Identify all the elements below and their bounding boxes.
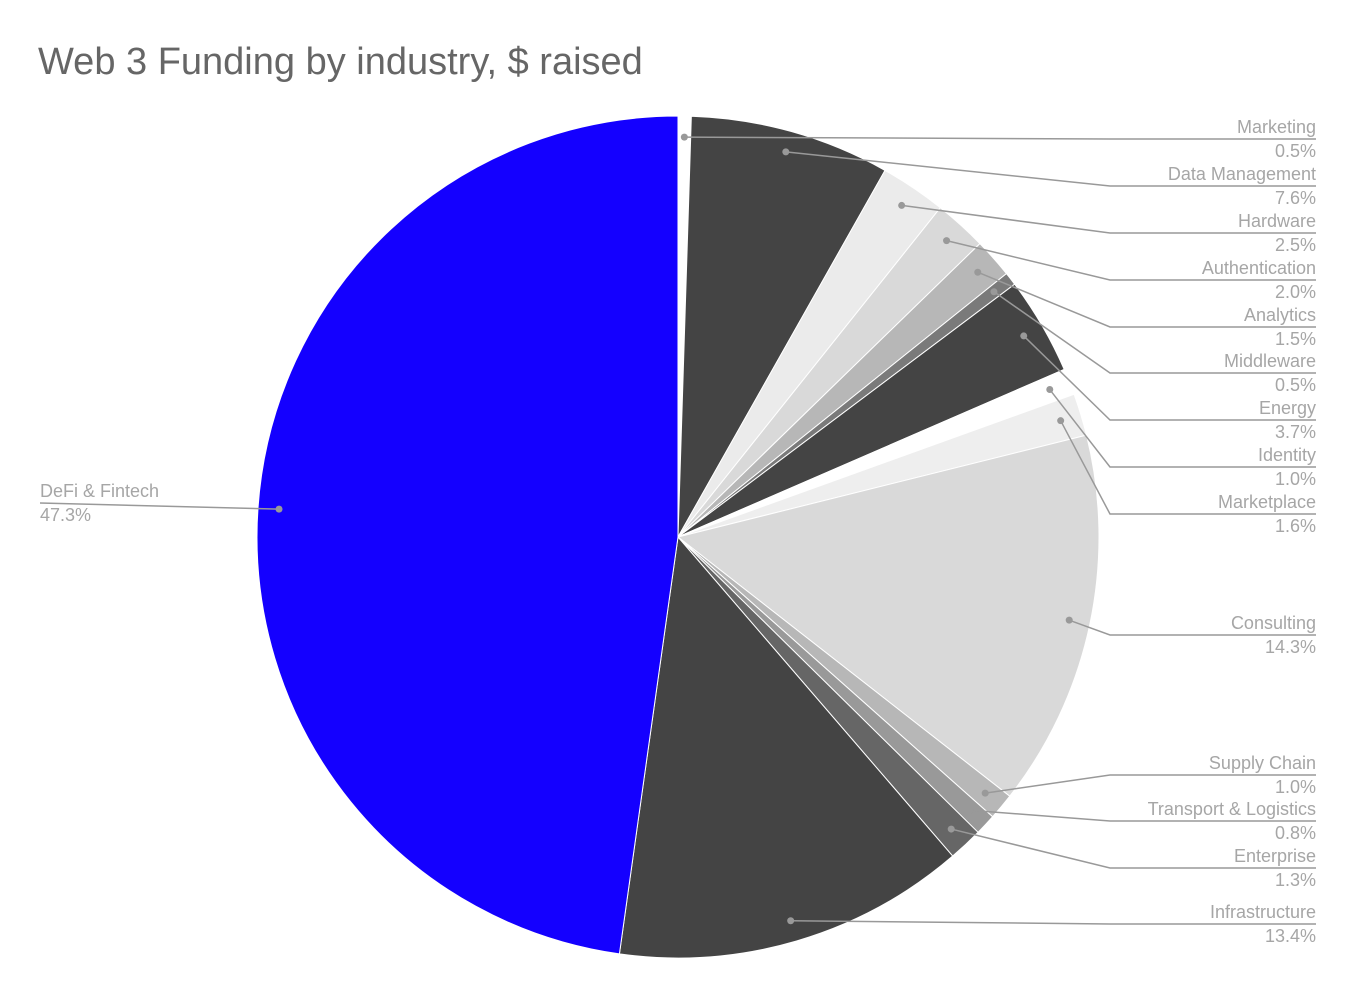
leader-dot	[1065, 616, 1073, 624]
slice-label: Transport & Logistics	[1148, 799, 1316, 819]
leader-dot	[1020, 332, 1028, 340]
leader-line	[977, 271, 1316, 328]
leader-line	[1049, 389, 1316, 468]
leader-dot	[787, 917, 795, 925]
leader-dot	[1046, 386, 1054, 394]
slice-value: 0.8%	[1275, 823, 1316, 843]
slice-label: Identity	[1258, 445, 1316, 465]
slice-label: Supply Chain	[1209, 753, 1316, 773]
leader-dot	[981, 789, 989, 797]
leader-dot	[782, 148, 790, 156]
slice-label: Energy	[1259, 398, 1316, 418]
slice-label: Authentication	[1202, 258, 1316, 278]
leader-dot	[966, 806, 974, 814]
slice-value: 13.4%	[1265, 926, 1316, 946]
leader-line	[985, 774, 1316, 794]
leader-line	[951, 828, 1316, 869]
leader-dot	[990, 288, 998, 296]
leader-line	[790, 919, 1316, 925]
slice-label: Hardware	[1238, 211, 1316, 231]
leader-dot	[680, 133, 688, 141]
leader-line	[946, 239, 1316, 281]
slice-label: Middleware	[1224, 351, 1316, 371]
slice-value: 1.0%	[1275, 469, 1316, 489]
slice-label: Marketplace	[1218, 492, 1316, 512]
leader-line	[39, 502, 280, 510]
slice-value: 0.5%	[1275, 141, 1316, 161]
leader-dot	[898, 201, 906, 209]
slice-value: 0.5%	[1275, 375, 1316, 395]
slice-value: 2.5%	[1275, 235, 1316, 255]
leader-line	[785, 151, 1316, 187]
leader-line	[1068, 619, 1316, 636]
slice-label: Analytics	[1244, 305, 1316, 325]
leader-line	[993, 291, 1316, 374]
slice-label: Consulting	[1231, 613, 1316, 633]
leader-line	[901, 204, 1316, 234]
slice-value: 7.6%	[1275, 188, 1316, 208]
slice-value: 1.3%	[1275, 870, 1316, 890]
slice-value: 1.0%	[1275, 777, 1316, 797]
slice-label: Data Management	[1168, 164, 1316, 184]
slice-label: Infrastructure	[1210, 902, 1316, 922]
chart-title: Web 3 Funding by industry, $ raised	[38, 41, 643, 83]
leader-dot	[974, 268, 982, 276]
leader-line	[684, 136, 1316, 140]
pie-slice	[256, 115, 679, 955]
leader-dot	[943, 237, 951, 245]
slice-label: Enterprise	[1234, 846, 1316, 866]
slice-label: DeFi & Fintech	[40, 481, 159, 501]
slice-label: Marketing	[1237, 117, 1316, 137]
pie-slice	[677, 115, 886, 538]
slice-value: 1.5%	[1275, 329, 1316, 349]
leader-dot	[1057, 417, 1065, 425]
leader-dot	[947, 825, 955, 833]
leader-line	[1023, 335, 1316, 421]
pie-slice	[618, 535, 954, 959]
leader-line	[1059, 420, 1316, 515]
leader-dot	[275, 505, 283, 513]
slice-value: 1.6%	[1275, 516, 1316, 536]
slice-value: 47.3%	[40, 505, 91, 525]
slice-value: 14.3%	[1265, 637, 1316, 657]
pie-slice	[676, 434, 1100, 797]
slice-value: 2.0%	[1275, 282, 1316, 302]
slice-value: 3.7%	[1275, 422, 1316, 442]
leader-line	[970, 809, 1316, 822]
